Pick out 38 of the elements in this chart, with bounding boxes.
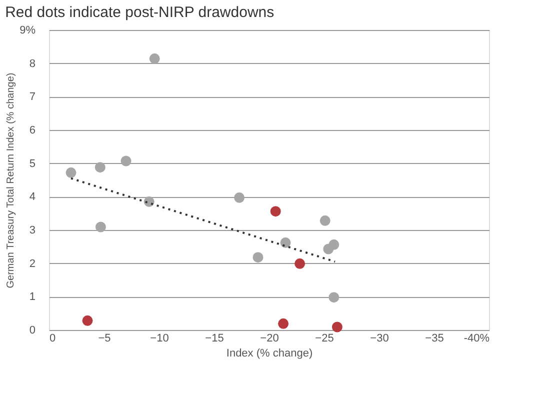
point [82,315,93,326]
x-tick-label: −30 [370,332,389,344]
point [252,252,264,263]
point [332,322,342,332]
point [294,258,306,269]
y-tick-label: 5 [29,158,36,170]
point [280,237,291,248]
chart-title: Red dots indicate post-NIRP drawdowns [5,4,274,21]
point [328,292,340,303]
point [94,162,106,173]
point [234,192,245,203]
point [320,215,330,226]
y-tick-label: 8 [29,58,36,70]
x-tick-label: −20 [260,332,279,344]
x-tick-label: -40% [464,332,490,344]
y-tick-label: 9% [20,24,36,36]
x-tick-label: −5 [98,332,111,344]
y-tick-label: 2 [29,258,36,270]
point [95,222,106,232]
point [270,206,281,217]
x-tick-label: −15 [205,332,224,344]
point [278,318,289,329]
point [328,239,340,250]
x-tick-label: −35 [425,332,444,344]
y-tick-label: 0 [29,324,36,336]
point [66,167,76,178]
x-tick-label: −25 [315,332,334,344]
point [120,156,132,166]
y-tick-label: 7 [29,91,36,104]
y-tick-label: 1 [29,291,36,304]
point [149,53,160,64]
y-tick-label: 4 [29,191,36,204]
x-tick-label: −10 [150,332,169,344]
y-axis-title: German Treasury Total Return Index (% change) [6,72,17,288]
y-tick-label: 3 [29,224,36,236]
x-axis-title: Index (% change) [226,348,313,360]
y-tick-label: 6 [29,124,36,136]
x-tick-label: 0 [50,332,56,344]
